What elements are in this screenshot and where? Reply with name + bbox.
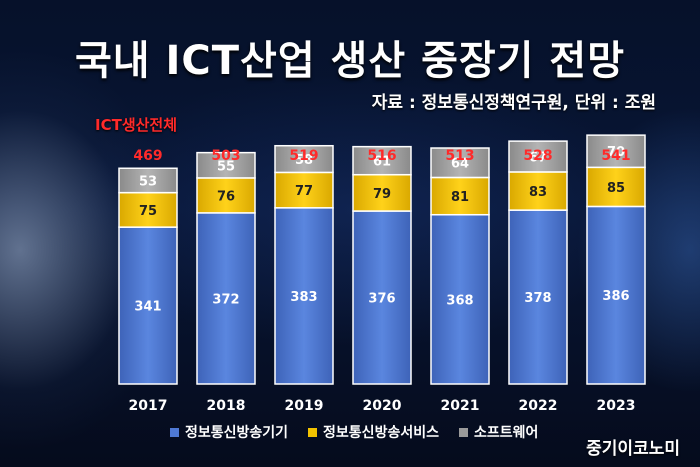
bar-services-2023 — [586, 166, 646, 208]
x-tick-label-2023: 2023 — [597, 398, 636, 414]
legend-label-services: 정보통신방송서비스 — [323, 425, 439, 441]
value-label-software-2021: 64 — [451, 157, 469, 172]
value-label-equipment-2021: 368 — [446, 293, 473, 308]
total-label-2022: 528 — [523, 148, 552, 164]
legend-swatch-software — [458, 427, 468, 437]
value-label-equipment-2019: 383 — [290, 290, 317, 305]
value-label-software-2018: 55 — [217, 159, 235, 174]
legend-item-software: 소프트웨어 — [458, 422, 539, 442]
bar-software-2021 — [430, 147, 490, 179]
value-label-software-2020: 61 — [373, 155, 391, 170]
bar-equipment-2023 — [586, 205, 646, 385]
value-label-services-2021: 81 — [451, 190, 469, 205]
total-label-2021: 513 — [445, 148, 474, 164]
bar-software-2017 — [118, 167, 178, 194]
legend-swatch-equipment — [170, 427, 179, 437]
bar-equipment-2017 — [118, 226, 178, 385]
x-tick-label-2022: 2022 — [519, 398, 558, 414]
bar-software-2022 — [508, 140, 568, 173]
bar-software-2019 — [274, 144, 334, 174]
value-label-services-2018: 76 — [217, 189, 235, 204]
bar-equipment-2022 — [508, 209, 568, 385]
bar-services-2022 — [508, 171, 568, 211]
bar-software-2023 — [586, 134, 646, 169]
brand-logo: 중기이코노미 — [586, 439, 680, 459]
x-tick-label-2020: 2020 — [363, 398, 402, 414]
total-label: ICT생산전체 — [95, 116, 178, 134]
value-label-software-2019: 58 — [295, 153, 313, 168]
total-label-2019: 519 — [289, 148, 318, 164]
legend-swatch-services — [308, 427, 318, 437]
total-label-2020: 516 — [367, 148, 396, 164]
x-tick-label-2019: 2019 — [285, 398, 324, 414]
value-label-services-2023: 85 — [607, 181, 625, 196]
value-label-software-2023: 70 — [607, 145, 625, 160]
legend-item-services: 정보통신방송서비스 — [308, 422, 439, 442]
total-label-2017: 469 — [133, 148, 162, 164]
total-label-2018: 503 — [211, 148, 240, 164]
bar-software-2020 — [352, 145, 412, 176]
value-label-services-2017: 75 — [139, 204, 157, 219]
bar-equipment-2020 — [352, 210, 412, 385]
legend: 정보통신방송기기 정보통신방송서비스 소프트웨어 — [170, 422, 538, 442]
value-label-software-2017: 53 — [139, 174, 157, 189]
value-label-equipment-2020: 376 — [368, 292, 395, 307]
value-label-equipment-2023: 386 — [602, 289, 629, 304]
value-label-equipment-2022: 378 — [524, 291, 551, 306]
legend-item-equipment: 정보통신방송기기 — [170, 422, 288, 442]
bar-services-2020 — [352, 173, 412, 212]
x-tick-label-2018: 2018 — [207, 398, 246, 414]
total-label-2023: 541 — [601, 148, 630, 164]
value-label-services-2020: 79 — [373, 187, 391, 202]
value-label-equipment-2017: 341 — [134, 300, 161, 315]
x-tick-label-2017: 2017 — [129, 398, 168, 414]
value-label-services-2019: 77 — [295, 184, 313, 199]
value-label-software-2022: 67 — [529, 151, 547, 166]
bar-software-2018 — [196, 151, 256, 179]
x-tick-label-2021: 2021 — [441, 398, 480, 414]
value-label-services-2022: 83 — [529, 185, 547, 200]
value-label-equipment-2018: 372 — [212, 292, 239, 307]
legend-label-equipment: 정보통신방송기기 — [185, 425, 289, 441]
source-note: 자료 : 정보통신정책연구원, 단위 : 조원 — [371, 93, 656, 113]
page-title: 국내 ICT산업 생산 중장기 전망 — [74, 38, 626, 84]
legend-label-software: 소프트웨어 — [473, 425, 539, 441]
